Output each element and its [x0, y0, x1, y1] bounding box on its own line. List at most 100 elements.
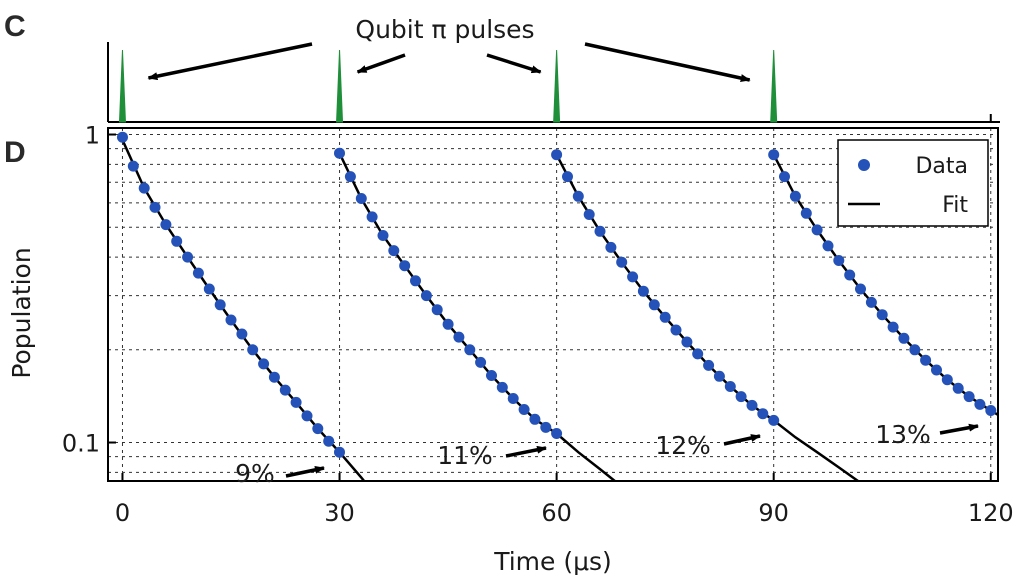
data-point-s2-15 — [496, 381, 508, 393]
pulse-title: Qubit π pulses — [355, 15, 534, 44]
data-point-s3-11 — [670, 324, 682, 336]
fit-line-1 — [121, 139, 366, 481]
ticks: 0 30 60 90 120 1 0.1 — [62, 122, 1014, 527]
data-point-s4-15 — [931, 364, 942, 376]
data-point-s4-17 — [952, 382, 964, 394]
data-point-s1-3 — [149, 201, 161, 213]
data-point-s4-3 — [800, 207, 812, 219]
legend-box — [837, 139, 989, 227]
data-point-s2-20 — [551, 428, 563, 439]
annotation-label-4: 13% — [875, 420, 931, 449]
data-point-s4-16 — [941, 374, 953, 386]
data-point-s1-0 — [117, 131, 128, 143]
pulse-1 — [118, 49, 126, 123]
data-point-s4-18 — [963, 391, 975, 403]
data-point-s4-13 — [909, 344, 921, 356]
data-point-s3-18 — [746, 399, 758, 411]
decay-panel: 0 30 60 90 120 1 0.1 9% 11% 12% 13% Data Fit Time … — [7, 122, 1014, 576]
pulse-arrows — [147, 42, 751, 82]
legend-fit-label: Fit — [942, 193, 968, 218]
data-point-s2-1 — [344, 171, 356, 183]
annotations: 9% 11% 12% 13% — [235, 420, 979, 488]
y-tick-label-1: 0.1 — [62, 430, 100, 458]
data-point-s1-20 — [334, 446, 345, 458]
data-point-s3-12 — [681, 336, 693, 348]
plot-border — [107, 127, 999, 482]
y-axis-label: Population — [7, 247, 36, 378]
data-point-s4-8 — [855, 283, 866, 295]
data-point-s3-1 — [562, 171, 573, 183]
data-point-s1-16 — [290, 396, 302, 408]
data-point-s4-12 — [898, 332, 910, 344]
data-point-s2-0 — [334, 147, 345, 159]
data-point-s3-14 — [703, 359, 715, 371]
data-point-s2-4 — [377, 230, 389, 241]
legend: Data Fit — [837, 139, 989, 227]
data-point-s3-2 — [572, 190, 584, 202]
data-point-s4-11 — [887, 321, 899, 333]
data-point-s2-9 — [431, 304, 443, 316]
plot-frame — [107, 127, 999, 482]
data-point-s4-20 — [985, 405, 997, 416]
data-point-s4-19 — [974, 398, 986, 410]
data-point-s2-14 — [486, 370, 497, 381]
data-point-s1-19 — [323, 435, 335, 447]
legend-data-marker — [858, 159, 870, 171]
data-point-s1-9 — [214, 299, 226, 311]
data-point-s3-19 — [757, 408, 769, 420]
data-point-s1-8 — [203, 283, 215, 295]
data-point-s4-10 — [876, 309, 888, 321]
annotation-arrow-1 — [285, 465, 325, 478]
data-point-s1-2 — [138, 182, 150, 194]
data-point-s2-19 — [540, 421, 552, 433]
data-points — [117, 131, 997, 458]
annotation-label-1: 9% — [235, 459, 275, 488]
x-tick-label-3: 90 — [758, 499, 789, 527]
pulse-panel: Qubit π pulses — [107, 15, 1000, 123]
data-point-s1-5 — [171, 235, 183, 247]
data-point-s3-16 — [724, 381, 736, 392]
pulse-4 — [770, 49, 778, 123]
data-point-s3-10 — [659, 311, 671, 323]
annotation-arrow-2 — [505, 445, 547, 458]
pulse-arrow-2 — [356, 53, 406, 74]
data-point-s1-13 — [258, 358, 270, 370]
pulse-3 — [553, 49, 561, 123]
data-point-s1-1 — [127, 160, 139, 172]
data-point-s3-9 — [648, 299, 660, 311]
x-tick-label-1: 30 — [324, 499, 355, 527]
data-point-s4-0 — [768, 149, 780, 161]
data-point-s3-8 — [637, 285, 649, 297]
pulse-2 — [336, 49, 344, 123]
x-tick-label-4: 120 — [968, 499, 1014, 527]
data-point-s4-14 — [920, 354, 932, 366]
data-point-s4-6 — [833, 255, 845, 266]
data-point-s1-12 — [247, 344, 259, 356]
data-point-s2-5 — [388, 245, 400, 257]
data-point-s3-7 — [627, 271, 639, 283]
data-point-s3-3 — [583, 209, 595, 220]
data-point-s2-11 — [453, 331, 465, 343]
x-axis-label: Time (μs) — [493, 547, 612, 576]
x-tick-label-2: 60 — [541, 499, 572, 527]
data-point-s3-5 — [605, 241, 617, 253]
pulse-arrow-3 — [486, 53, 542, 74]
data-point-s3-15 — [713, 370, 725, 382]
data-point-s4-1 — [779, 171, 790, 183]
data-point-s4-4 — [811, 224, 823, 236]
annotation-arrow-3 — [723, 434, 761, 446]
data-point-s1-17 — [301, 410, 313, 422]
data-point-s4-7 — [844, 269, 856, 281]
data-point-s2-13 — [475, 356, 487, 368]
data-point-s2-3 — [366, 211, 378, 223]
data-point-s2-7 — [410, 275, 421, 287]
annotation-label-2: 11% — [437, 441, 493, 470]
pulse-marks — [118, 49, 778, 123]
data-point-s4-9 — [865, 296, 877, 308]
x-tick-label-0: 0 — [115, 499, 130, 527]
data-point-s2-8 — [420, 290, 432, 302]
annotation-label-3: 12% — [655, 431, 711, 460]
data-point-s3-13 — [692, 348, 704, 360]
data-point-s1-6 — [182, 251, 194, 263]
